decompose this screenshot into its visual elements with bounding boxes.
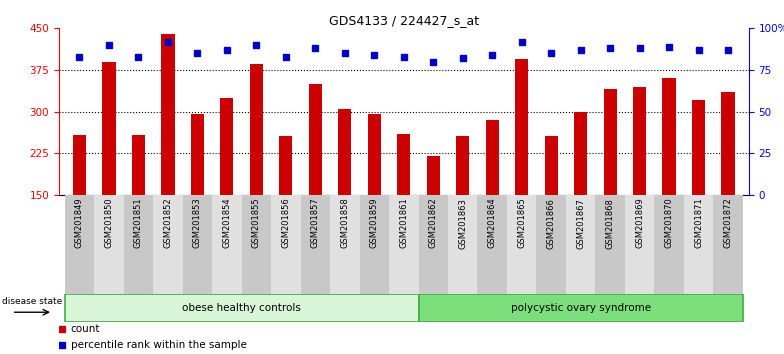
Bar (419, 294, 742, 322)
Bar (220, 98, 234, 195)
Bar (536, 195, 566, 294)
Bar (94, 195, 124, 294)
Bar (515, 59, 528, 195)
Bar (448, 195, 477, 294)
Bar (397, 134, 410, 195)
Bar (419, 195, 448, 294)
Bar (162, 34, 175, 195)
Bar (330, 195, 360, 294)
Bar (485, 120, 499, 195)
Bar (309, 84, 322, 195)
Bar (183, 195, 212, 294)
Text: obese healthy controls: obese healthy controls (182, 303, 301, 313)
Bar (655, 195, 684, 294)
Text: GSM201856: GSM201856 (281, 198, 290, 249)
Text: GSM201866: GSM201866 (546, 198, 556, 249)
Bar (360, 195, 389, 294)
Text: GSM201868: GSM201868 (606, 198, 615, 249)
Text: GSM201872: GSM201872 (724, 198, 732, 249)
Bar (241, 195, 271, 294)
Bar (300, 195, 330, 294)
Bar (604, 89, 617, 195)
Text: percentile rank within the sample: percentile rank within the sample (71, 340, 247, 350)
Bar (625, 195, 655, 294)
Bar (65, 195, 94, 294)
Text: GSM201858: GSM201858 (340, 198, 350, 249)
Text: GSM201864: GSM201864 (488, 198, 497, 249)
Title: GDS4133 / 224427_s_at: GDS4133 / 224427_s_at (328, 14, 479, 27)
Bar (477, 195, 507, 294)
Text: polycystic ovary syndrome: polycystic ovary syndrome (510, 303, 651, 313)
Bar (566, 195, 595, 294)
Text: GSM201863: GSM201863 (458, 198, 467, 249)
Text: GSM201851: GSM201851 (134, 198, 143, 248)
Bar (662, 78, 676, 195)
Text: GSM201862: GSM201862 (429, 198, 437, 249)
Bar (574, 112, 587, 195)
Text: GSM201871: GSM201871 (694, 198, 703, 249)
Bar (153, 195, 183, 294)
Bar (73, 135, 86, 195)
Bar (684, 195, 713, 294)
Text: GSM201861: GSM201861 (399, 198, 408, 249)
Bar (191, 114, 204, 195)
Text: GSM201859: GSM201859 (370, 198, 379, 248)
Bar (633, 86, 646, 195)
Text: disease state: disease state (2, 297, 63, 306)
Text: GSM201854: GSM201854 (223, 198, 231, 248)
Bar (721, 92, 735, 195)
Text: GSM201855: GSM201855 (252, 198, 261, 248)
Text: GSM201853: GSM201853 (193, 198, 201, 249)
Bar (456, 136, 470, 195)
Bar (250, 64, 263, 195)
Bar (124, 195, 153, 294)
Bar (65, 294, 419, 322)
Bar (271, 195, 300, 294)
Text: GSM201857: GSM201857 (310, 198, 320, 249)
Bar (132, 135, 145, 195)
Text: GSM201865: GSM201865 (517, 198, 526, 249)
Bar (212, 195, 241, 294)
Bar (279, 136, 292, 195)
Bar (338, 109, 351, 195)
Bar (368, 114, 381, 195)
Text: GSM201869: GSM201869 (635, 198, 644, 249)
Bar (545, 136, 557, 195)
Text: count: count (71, 324, 100, 334)
Bar (507, 195, 536, 294)
Text: GSM201849: GSM201849 (75, 198, 84, 248)
Bar (713, 195, 742, 294)
Bar (389, 195, 419, 294)
Bar (426, 156, 440, 195)
Text: GSM201850: GSM201850 (104, 198, 114, 248)
Text: GSM201852: GSM201852 (163, 198, 172, 248)
Bar (692, 101, 706, 195)
Text: GSM201867: GSM201867 (576, 198, 585, 249)
Text: GSM201870: GSM201870 (665, 198, 673, 249)
Bar (595, 195, 625, 294)
Bar (102, 62, 115, 195)
